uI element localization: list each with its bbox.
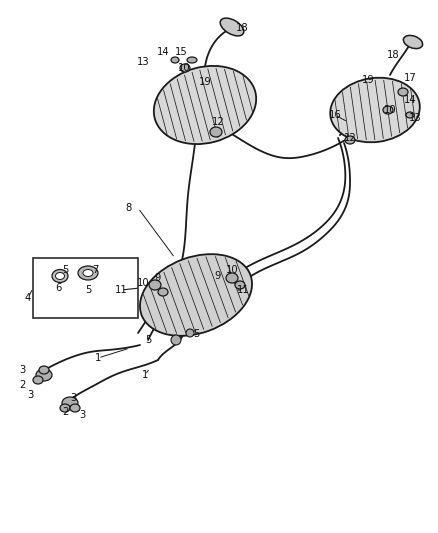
Ellipse shape <box>406 112 414 118</box>
Ellipse shape <box>171 57 179 63</box>
Circle shape <box>186 329 194 337</box>
Text: 18: 18 <box>236 23 248 33</box>
Text: 7: 7 <box>92 265 98 275</box>
Text: 9: 9 <box>155 273 161 283</box>
Text: 2: 2 <box>62 407 68 417</box>
Text: 11: 11 <box>115 285 127 295</box>
Text: 5: 5 <box>193 329 199 339</box>
Ellipse shape <box>60 404 70 412</box>
Text: 16: 16 <box>328 110 341 120</box>
Text: 5: 5 <box>85 285 91 295</box>
Text: 13: 13 <box>137 57 149 67</box>
Text: 19: 19 <box>362 75 374 85</box>
Ellipse shape <box>52 270 68 282</box>
Text: 3: 3 <box>19 365 25 375</box>
Text: 1: 1 <box>95 353 101 363</box>
Ellipse shape <box>33 376 43 384</box>
Circle shape <box>171 335 181 345</box>
Text: 10: 10 <box>137 278 149 288</box>
Ellipse shape <box>403 35 423 49</box>
Ellipse shape <box>158 288 168 296</box>
Circle shape <box>77 287 87 297</box>
Text: 10: 10 <box>384 105 396 115</box>
Text: 12: 12 <box>212 117 224 127</box>
Ellipse shape <box>210 127 222 137</box>
Circle shape <box>50 287 60 297</box>
Bar <box>33 258 138 318</box>
Text: 13: 13 <box>409 113 421 123</box>
Ellipse shape <box>383 106 393 114</box>
Text: 8: 8 <box>125 203 131 213</box>
Text: 14: 14 <box>404 95 416 105</box>
Text: 11: 11 <box>237 285 249 295</box>
Ellipse shape <box>180 64 190 72</box>
Text: 5: 5 <box>145 335 151 345</box>
Ellipse shape <box>83 270 93 277</box>
Ellipse shape <box>36 369 52 381</box>
Ellipse shape <box>398 88 408 96</box>
Circle shape <box>80 289 85 295</box>
Ellipse shape <box>78 266 98 280</box>
Text: 14: 14 <box>157 47 170 57</box>
Text: 12: 12 <box>344 133 357 143</box>
Ellipse shape <box>330 78 420 142</box>
Text: 1: 1 <box>142 370 148 380</box>
Circle shape <box>53 289 57 295</box>
Text: 3: 3 <box>79 410 85 420</box>
Text: 19: 19 <box>198 77 212 87</box>
Ellipse shape <box>70 404 80 412</box>
Ellipse shape <box>235 281 245 289</box>
Text: 5: 5 <box>62 265 68 275</box>
Ellipse shape <box>187 57 197 63</box>
Ellipse shape <box>62 397 78 409</box>
Ellipse shape <box>226 273 238 283</box>
Text: 3: 3 <box>27 390 33 400</box>
Text: 2: 2 <box>19 380 25 390</box>
Text: 17: 17 <box>404 73 417 83</box>
Ellipse shape <box>220 18 244 36</box>
Ellipse shape <box>140 254 252 336</box>
Ellipse shape <box>345 136 355 144</box>
Ellipse shape <box>149 280 161 290</box>
Text: 4: 4 <box>25 293 31 303</box>
Text: 15: 15 <box>175 47 187 57</box>
Text: 6: 6 <box>55 283 61 293</box>
Text: 18: 18 <box>387 50 399 60</box>
Text: 9: 9 <box>215 271 221 281</box>
Ellipse shape <box>39 366 49 374</box>
Text: 10: 10 <box>178 63 191 73</box>
Text: 10: 10 <box>226 265 238 275</box>
Ellipse shape <box>154 66 256 144</box>
Ellipse shape <box>56 272 64 279</box>
Text: 3: 3 <box>70 393 76 403</box>
